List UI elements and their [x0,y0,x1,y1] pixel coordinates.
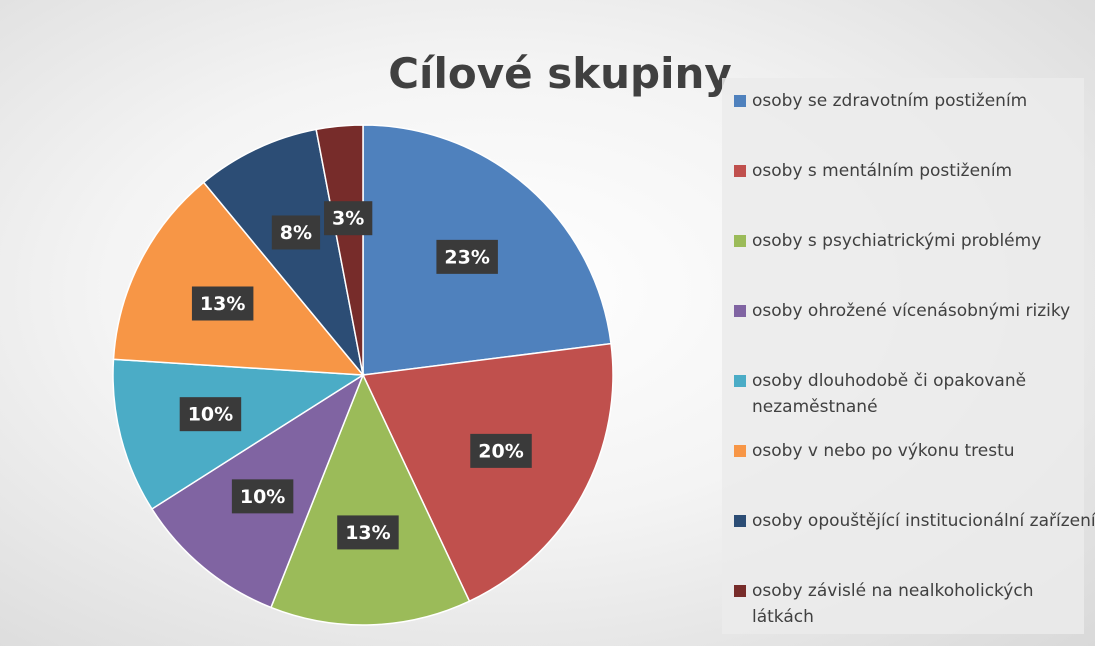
legend-label: osoby závislé na nealkoholických látkách [752,581,1034,627]
pie-slice [269,373,471,626]
data-label: 20% [478,440,523,462]
legend-label: osoby se zdravotním postižením [752,91,1028,111]
data-label-box [271,215,321,250]
data-label-box [436,239,498,274]
legend-swatch [734,95,746,107]
legend-label: osoby v nebo po výkonu trestu [752,441,1015,461]
data-label: 10% [240,486,285,508]
legend-item: osoby s psychiatrickými problémy [734,228,1095,254]
data-label: 13% [345,522,390,544]
legend-label: osoby s mentálním postižením [752,161,1013,181]
legend-item: osoby závislé na nealkoholických látkách [734,578,1095,630]
legend-swatch [734,165,746,177]
legend-swatch [734,235,746,247]
legend-label: osoby dlouhodobě či opakovaně nezaměstna… [752,371,1027,417]
legend-label: osoby opouštějící institucionální zaříze… [752,511,1095,531]
data-label: 23% [444,246,489,268]
legend-item: osoby s mentálním postižením [734,158,1095,184]
legend-item: osoby opouštějící institucionální zaříze… [734,508,1095,534]
legend-swatch [734,375,746,387]
data-label-box [191,286,254,321]
pie-slice [112,181,365,376]
chart-title: Cílové skupiny [388,49,732,98]
pie-slice [112,358,366,510]
legend-swatch [734,585,746,597]
data-label: 8% [280,222,312,244]
legend-item: osoby dlouhodobě či opakovaně nezaměstna… [734,368,1095,420]
legend-swatch [734,515,746,527]
legend-label: osoby s psychiatrickými problémy [752,231,1042,251]
data-label-box [470,433,532,468]
legend-label: osoby ohrožené vícenásobnými riziky [752,301,1071,321]
pie-slice [361,342,614,603]
data-label: 13% [200,293,245,315]
data-label-box [231,479,294,514]
data-label-box [324,201,373,236]
data-label-box [337,515,399,550]
legend-swatch [734,445,746,457]
legend-item: osoby ohrožené vícenásobnými riziky [734,298,1095,324]
legend-item: osoby se zdravotním postižením [734,88,1095,114]
legend: osoby se zdravotním postižením osoby s me… [722,78,1095,634]
pie-slice [315,124,364,376]
data-label: 3% [332,208,364,230]
pie-slice [202,128,364,376]
legend-item: osoby v nebo po výkonu trestu [734,438,1095,464]
data-label: 10% [188,404,233,426]
legend-swatch [734,305,746,317]
data-label-box [179,397,242,432]
